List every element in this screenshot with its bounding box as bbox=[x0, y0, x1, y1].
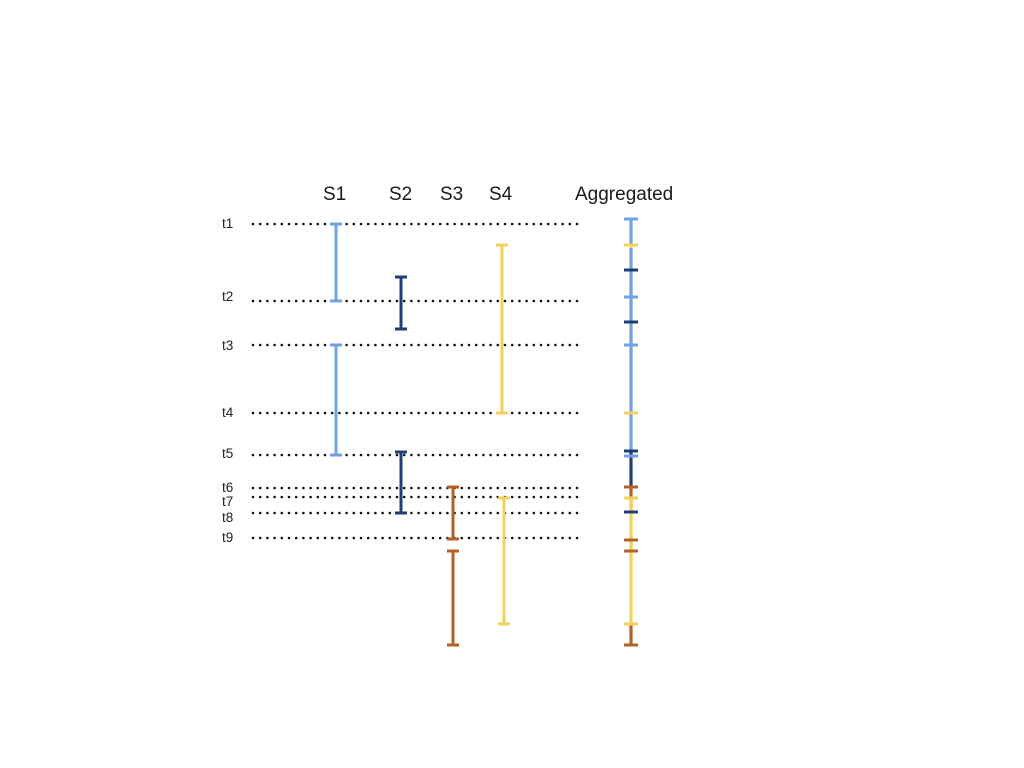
time-label-t4: t4 bbox=[222, 405, 234, 420]
time-label-t5: t5 bbox=[222, 446, 234, 461]
s3-interval-1 bbox=[447, 485, 459, 541]
time-label-t9: t9 bbox=[222, 530, 234, 545]
time-label-t1: t1 bbox=[222, 216, 234, 231]
column-label-s4: S4 bbox=[489, 184, 513, 205]
s1-interval-1 bbox=[330, 222, 342, 303]
time-label-t6: t6 bbox=[222, 480, 234, 495]
column-label-s3: S3 bbox=[440, 184, 464, 205]
column-label-s2: S2 bbox=[389, 184, 413, 205]
s3-interval-2 bbox=[447, 549, 459, 647]
s4-interval-2 bbox=[498, 496, 510, 626]
s4-interval-1 bbox=[496, 243, 508, 415]
column-label-s1: S1 bbox=[323, 184, 347, 205]
s2-interval-1 bbox=[395, 275, 407, 331]
time-label-t8: t8 bbox=[222, 510, 234, 525]
column-label-aggregated: Aggregated bbox=[575, 184, 674, 205]
time-label-t3: t3 bbox=[222, 338, 234, 353]
s1-interval-2 bbox=[330, 343, 342, 457]
time-label-t7: t7 bbox=[222, 494, 234, 509]
s2-interval-2 bbox=[395, 450, 407, 515]
time-label-t2: t2 bbox=[222, 289, 234, 304]
